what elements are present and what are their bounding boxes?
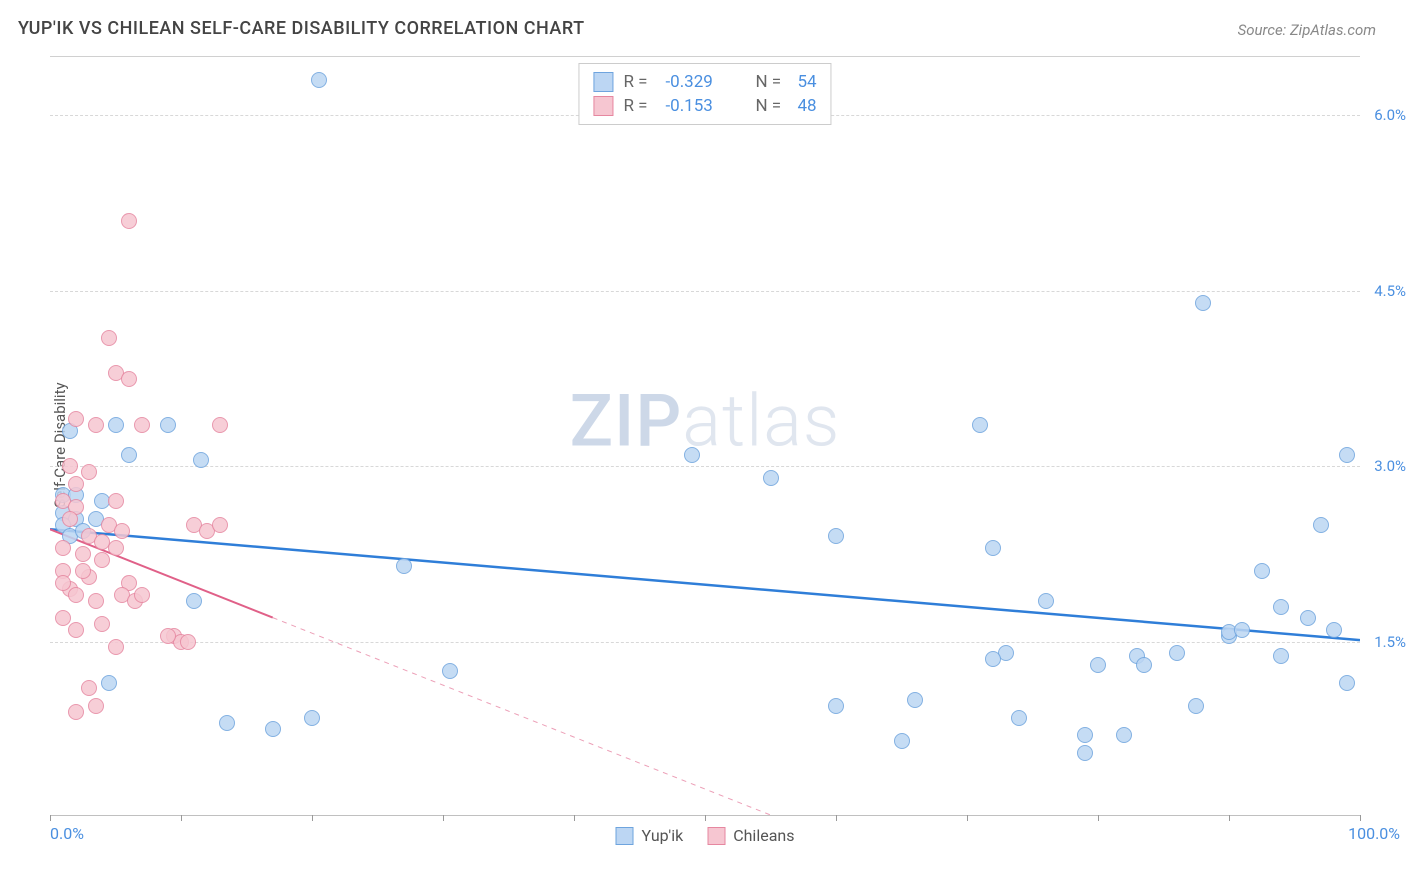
data-point bbox=[68, 411, 84, 427]
data-point bbox=[55, 540, 71, 556]
data-point bbox=[1038, 593, 1054, 609]
data-point bbox=[160, 417, 176, 433]
legend-item-yupik: Yup'ik bbox=[616, 826, 684, 845]
data-point bbox=[121, 371, 137, 387]
data-point bbox=[894, 733, 910, 749]
data-point bbox=[985, 540, 1001, 556]
data-point bbox=[108, 540, 124, 556]
data-point bbox=[68, 476, 84, 492]
data-point bbox=[134, 417, 150, 433]
data-point bbox=[94, 616, 110, 632]
data-point bbox=[1273, 648, 1289, 664]
chart-title: YUP'IK VS CHILEAN SELF-CARE DISABILITY C… bbox=[18, 18, 585, 39]
data-point bbox=[763, 470, 779, 486]
data-point bbox=[1077, 727, 1093, 743]
y-tick-label: 1.5% bbox=[1374, 633, 1406, 651]
x-axis-max-label: 100.0% bbox=[1348, 824, 1400, 843]
data-point bbox=[81, 680, 97, 696]
data-point bbox=[212, 417, 228, 433]
data-point bbox=[311, 72, 327, 88]
data-point bbox=[68, 587, 84, 603]
data-point bbox=[108, 639, 124, 655]
data-point bbox=[75, 563, 91, 579]
data-point bbox=[828, 698, 844, 714]
data-point bbox=[1326, 622, 1342, 638]
watermark: ZIPatlas bbox=[570, 378, 841, 463]
data-point bbox=[684, 447, 700, 463]
data-point bbox=[972, 417, 988, 433]
data-point bbox=[68, 622, 84, 638]
legend-item-chileans: Chileans bbox=[707, 826, 794, 845]
data-point bbox=[134, 587, 150, 603]
y-tick-label: 4.5% bbox=[1374, 282, 1406, 300]
y-tick-label: 6.0% bbox=[1374, 106, 1406, 124]
data-point bbox=[1254, 563, 1270, 579]
data-point bbox=[94, 552, 110, 568]
data-point bbox=[985, 651, 1001, 667]
data-point bbox=[55, 610, 71, 626]
data-point bbox=[62, 511, 78, 527]
data-point bbox=[114, 523, 130, 539]
data-point bbox=[68, 704, 84, 720]
data-point bbox=[108, 493, 124, 509]
data-point bbox=[108, 417, 124, 433]
data-point bbox=[88, 698, 104, 714]
data-point bbox=[1169, 645, 1185, 661]
legend-swatch bbox=[593, 96, 613, 116]
data-point bbox=[907, 692, 923, 708]
data-point bbox=[265, 721, 281, 737]
data-point bbox=[1234, 622, 1250, 638]
data-point bbox=[88, 417, 104, 433]
legend-label: Yup'ik bbox=[642, 826, 684, 845]
data-point bbox=[55, 575, 71, 591]
data-point bbox=[75, 546, 91, 562]
data-point bbox=[81, 464, 97, 480]
data-point bbox=[101, 330, 117, 346]
source-attribution: Source: ZipAtlas.com bbox=[1238, 21, 1376, 39]
data-point bbox=[101, 675, 117, 691]
data-point bbox=[442, 663, 458, 679]
data-point bbox=[62, 458, 78, 474]
series-legend: Yup'ik Chileans bbox=[616, 826, 795, 845]
data-point bbox=[1300, 610, 1316, 626]
data-point bbox=[1090, 657, 1106, 673]
data-point bbox=[396, 558, 412, 574]
y-tick-label: 3.0% bbox=[1374, 457, 1406, 475]
correlation-legend: R = -0.329 N = 54 R = -0.153 N = 48 bbox=[578, 63, 831, 125]
data-point bbox=[219, 715, 235, 731]
data-point bbox=[121, 213, 137, 229]
data-point bbox=[88, 593, 104, 609]
data-point bbox=[1077, 745, 1093, 761]
data-point bbox=[304, 710, 320, 726]
legend-row-yupik: R = -0.329 N = 54 bbox=[593, 70, 816, 94]
data-point bbox=[1273, 599, 1289, 615]
data-point bbox=[1195, 295, 1211, 311]
data-point bbox=[121, 447, 137, 463]
data-point bbox=[1116, 727, 1132, 743]
data-point bbox=[186, 593, 202, 609]
legend-row-chileans: R = -0.153 N = 48 bbox=[593, 94, 816, 118]
legend-label: Chileans bbox=[733, 826, 794, 845]
scatter-chart: Self-Care Disability ZIPatlas 1.5%3.0%4.… bbox=[50, 56, 1360, 816]
data-point bbox=[212, 517, 228, 533]
data-point bbox=[160, 628, 176, 644]
data-point bbox=[1011, 710, 1027, 726]
legend-swatch bbox=[707, 827, 725, 845]
data-point bbox=[1136, 657, 1152, 673]
trend-lines bbox=[50, 57, 1360, 815]
data-point bbox=[1188, 698, 1204, 714]
data-point bbox=[1313, 517, 1329, 533]
data-point bbox=[180, 634, 196, 650]
data-point bbox=[828, 528, 844, 544]
chart-header: YUP'IK VS CHILEAN SELF-CARE DISABILITY C… bbox=[0, 0, 1406, 47]
data-point bbox=[1339, 675, 1355, 691]
legend-swatch bbox=[593, 72, 613, 92]
data-point bbox=[1339, 447, 1355, 463]
x-axis-min-label: 0.0% bbox=[50, 824, 84, 843]
legend-swatch bbox=[616, 827, 634, 845]
data-point bbox=[193, 452, 209, 468]
